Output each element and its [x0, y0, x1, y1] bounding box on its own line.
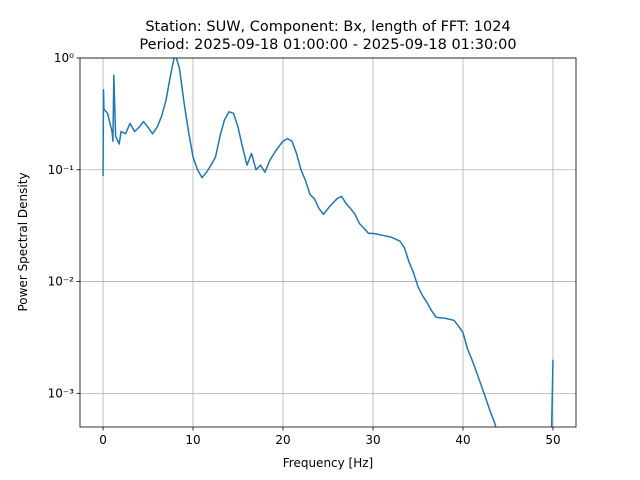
y-tick-label: 10⁻³ [48, 386, 75, 400]
x-tick-label: 40 [455, 433, 470, 447]
x-tick-label: 20 [275, 433, 290, 447]
chart-title: Station: SUW, Component: Bx, length of F… [145, 19, 510, 35]
x-tick-label: 0 [99, 433, 107, 447]
x-tick-label: 30 [365, 433, 380, 447]
chart-subtitle: Period: 2025-09-18 01:00:00 - 2025-09-18… [139, 37, 516, 53]
x-tick-label: 10 [185, 433, 200, 447]
x-tick-label: 50 [545, 433, 560, 447]
spectrum-line [102, 58, 554, 427]
y-tick-label: 10⁻¹ [48, 163, 75, 177]
x-axis-label: Frequency [Hz] [283, 456, 374, 470]
plot-frame [79, 57, 577, 428]
y-tick-label: 10⁻² [48, 275, 75, 289]
y-tick-label: 10⁰ [54, 51, 74, 65]
y-axis-label: Power Spectral Density [16, 172, 30, 311]
